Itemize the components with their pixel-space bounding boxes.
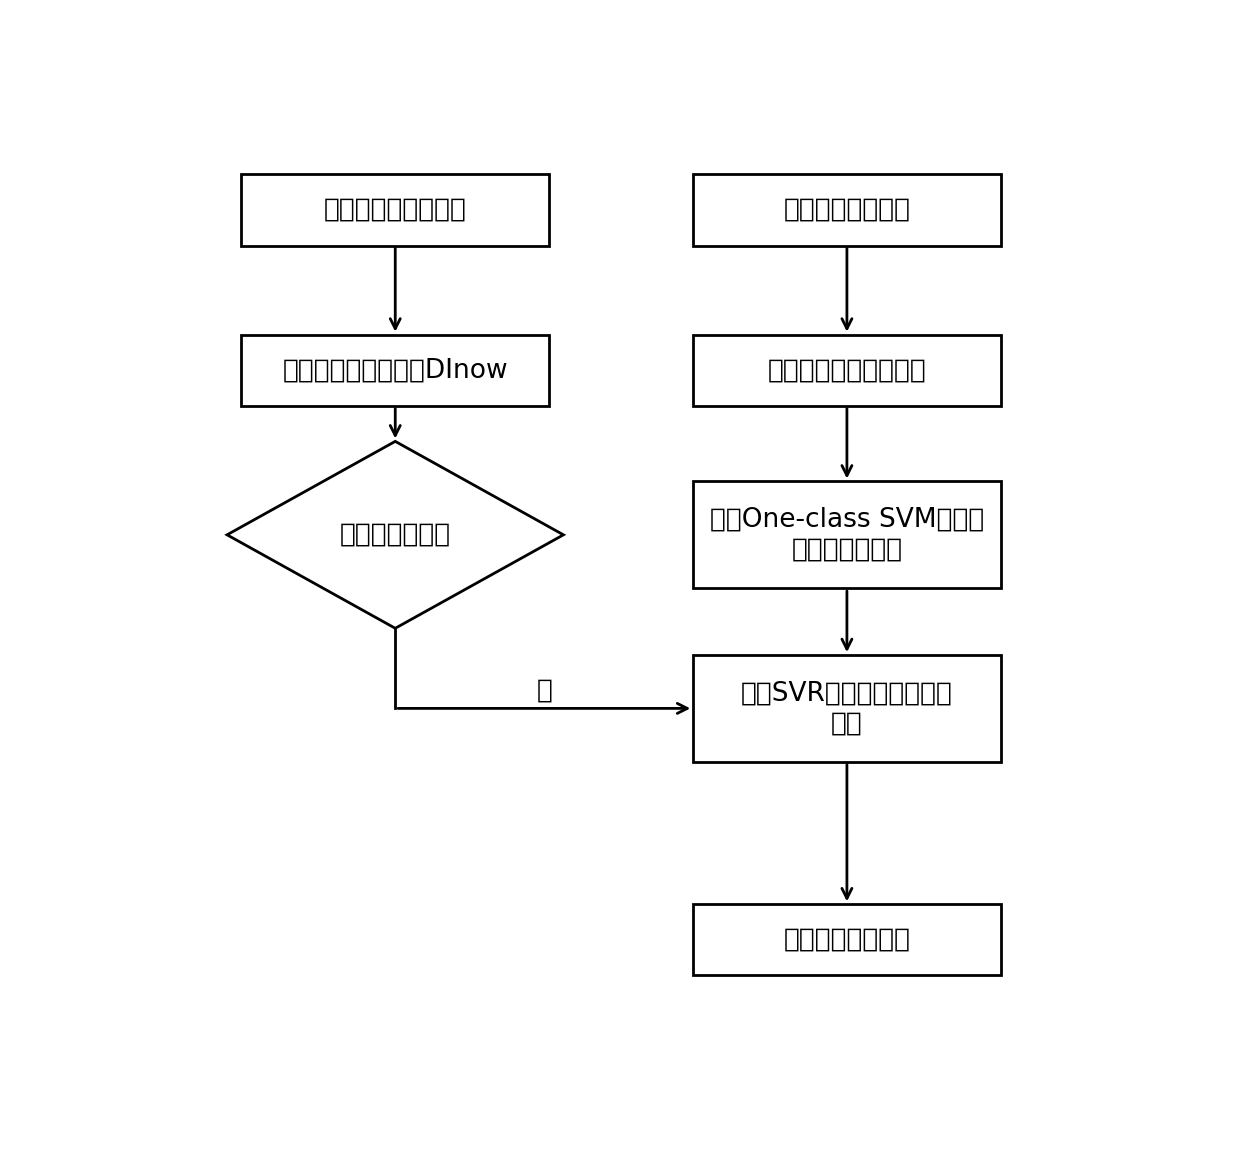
Text: 进入退化阶段？: 进入退化阶段？ [340,521,451,548]
Text: 基于One-class SVM算法对
轨迹库进行聚类: 基于One-class SVM算法对 轨迹库进行聚类 [709,506,985,563]
Text: 热量表的剩余寿命: 热量表的剩余寿命 [784,927,910,953]
Bar [693,904,1001,976]
Bar [693,175,1001,245]
Text: 热量表退化轨迹库: 热量表退化轨迹库 [784,197,910,223]
Text: 热量表当前状态数据: 热量表当前状态数据 [324,197,466,223]
Bar [242,334,549,406]
Bar [242,175,549,245]
Polygon shape [227,442,563,628]
Text: 是: 是 [536,677,552,704]
Bar [693,655,1001,762]
Text: 热量表退化轨迹预处理: 热量表退化轨迹预处理 [768,357,926,383]
Bar [693,334,1001,406]
Bar [693,481,1001,588]
Text: 热量表当前退化指标DInow: 热量表当前退化指标DInow [283,357,508,383]
Text: 基于SVR建立剩余寿命预测
模型: 基于SVR建立剩余寿命预测 模型 [742,681,952,736]
